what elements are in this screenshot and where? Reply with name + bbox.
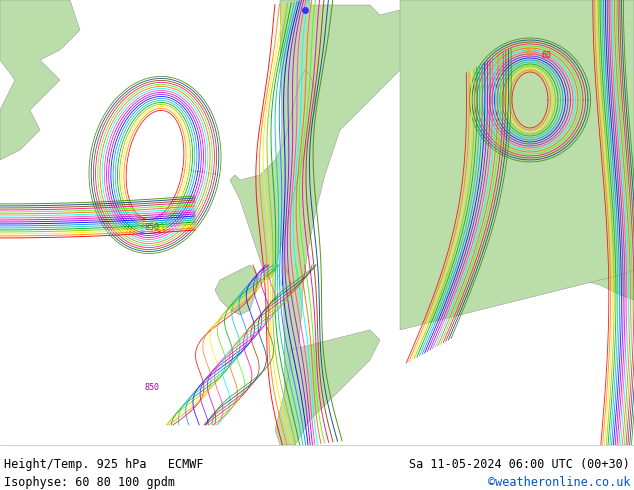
Text: 850: 850 bbox=[145, 223, 160, 232]
Text: Height/Temp. 925 hPa   ECMWF: Height/Temp. 925 hPa ECMWF bbox=[4, 458, 204, 471]
Text: ©weatheronline.co.uk: ©weatheronline.co.uk bbox=[488, 476, 630, 489]
Text: 950: 950 bbox=[522, 48, 538, 57]
Text: 850: 850 bbox=[145, 383, 160, 392]
Text: Sa 11-05-2024 06:00 UTC (00+30): Sa 11-05-2024 06:00 UTC (00+30) bbox=[409, 458, 630, 471]
Text: 60: 60 bbox=[542, 51, 552, 60]
Text: Isophyse: 60 80 100 gpdm: Isophyse: 60 80 100 gpdm bbox=[4, 476, 175, 489]
